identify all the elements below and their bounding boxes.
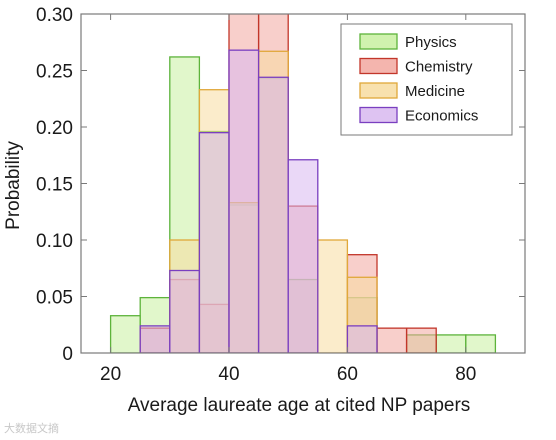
- y-axis-label: Probability: [3, 141, 24, 230]
- economics-bar: [228, 49, 260, 353]
- legend-label-medicine: Medicine: [405, 83, 465, 100]
- physics-bar: [465, 334, 497, 353]
- y-tick-label: 0.05: [36, 288, 73, 309]
- physics-bar: [109, 315, 141, 353]
- x-tick-label: 60: [337, 364, 358, 385]
- legend-label-economics: Economics: [405, 108, 478, 125]
- legend-swatch-physics: [359, 33, 398, 50]
- legend-label-chemistry: Chemistry: [405, 59, 473, 76]
- y-tick-label: 0.25: [36, 62, 73, 83]
- legend-swatch-chemistry: [359, 57, 398, 75]
- x-tick-label: 80: [455, 364, 476, 385]
- y-tick-label: 0.20: [36, 118, 73, 139]
- legend: Physics Chemistry Medicine Economics: [340, 23, 513, 136]
- medicine-bar: [317, 239, 349, 353]
- x-axis-label: Average laureate age at cited NP papers: [128, 395, 471, 416]
- economics-bar: [139, 325, 171, 353]
- y-tick-label: 0.30: [36, 5, 73, 26]
- economics-bar: [169, 269, 201, 353]
- ticks-layer: 20 40 60 80 0.30 0.25 0.20 0.15 0.10 0.05 0: [36, 5, 525, 385]
- watermark-text: 大数据文摘: [4, 422, 59, 435]
- economics-bar: [198, 131, 230, 353]
- economics-bar: [257, 76, 289, 353]
- legend-label-physics: Physics: [405, 34, 457, 51]
- legend-swatch-medicine: [359, 82, 398, 99]
- chemistry-bar: [405, 327, 437, 353]
- chemistry-bar: [376, 327, 408, 353]
- y-tick-label: 0.15: [36, 175, 73, 196]
- economics-bar: [346, 325, 378, 353]
- y-tick-label: 0: [62, 344, 73, 365]
- legend-swatch-economics: [359, 106, 398, 124]
- y-tick-label: 0.10: [36, 231, 73, 252]
- x-tick-label: 40: [218, 364, 239, 385]
- physics-bar: [435, 334, 467, 353]
- x-tick-label: 20: [100, 364, 121, 385]
- economics-bar: [287, 159, 319, 353]
